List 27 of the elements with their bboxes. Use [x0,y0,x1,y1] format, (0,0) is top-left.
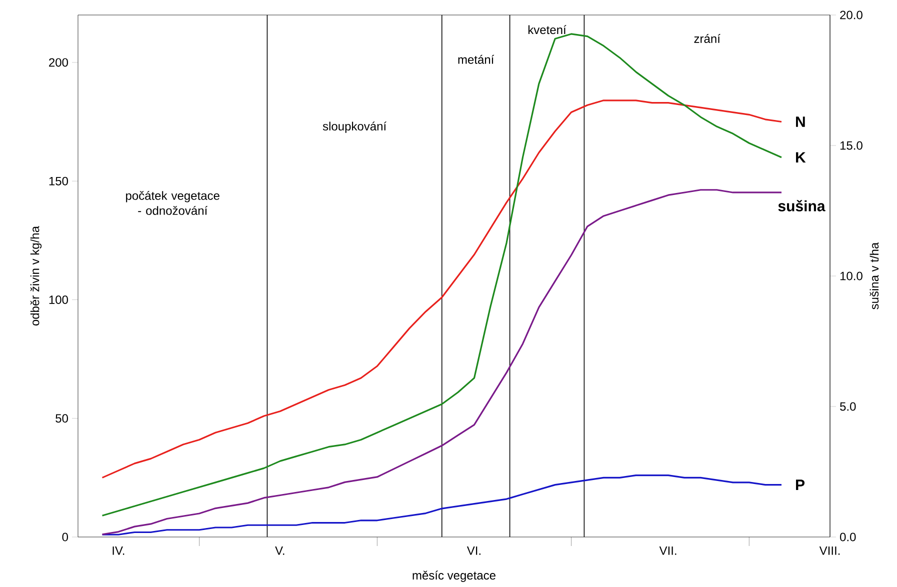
y-tick-label: 0 [62,532,68,542]
series-label: P [796,480,805,490]
y2-tick-label: 15.0 [840,141,862,150]
y-tick-label: 100 [49,295,68,304]
series-label: K [796,152,806,163]
y-tick-label: 150 [49,176,68,186]
x-tick-label: VIII. [819,546,840,555]
y2-tick-label: 10.0 [840,272,862,280]
x-tick-label: VII. [659,546,676,555]
y2-tick-label: 20.0 [840,10,862,20]
annotation: sloupkování [322,122,386,133]
y2-tick-label: 5.0 [840,402,856,411]
annotation: kvetení [528,25,566,34]
series-label: sušina [778,200,826,212]
x-axis-title: měsíc vegetace [412,570,496,582]
y2-tick-label: 0.0 [840,532,856,542]
x-tick-label: V. [275,546,284,555]
y-tick-label: 50 [56,414,68,423]
y-axis-title: odběr živin v kg/ha [30,226,42,326]
x-tick-label: IV. [112,546,124,555]
annotation: zrání [694,34,720,43]
x-tick-label: VI. [466,546,480,555]
annotation: metání [458,54,494,64]
annotation: počátek vegetace - odnožování [126,190,220,215]
y2-axis-title: sušina v t/ha [870,242,879,310]
series-label: N [796,116,805,127]
y-tick-label: 200 [49,58,68,67]
